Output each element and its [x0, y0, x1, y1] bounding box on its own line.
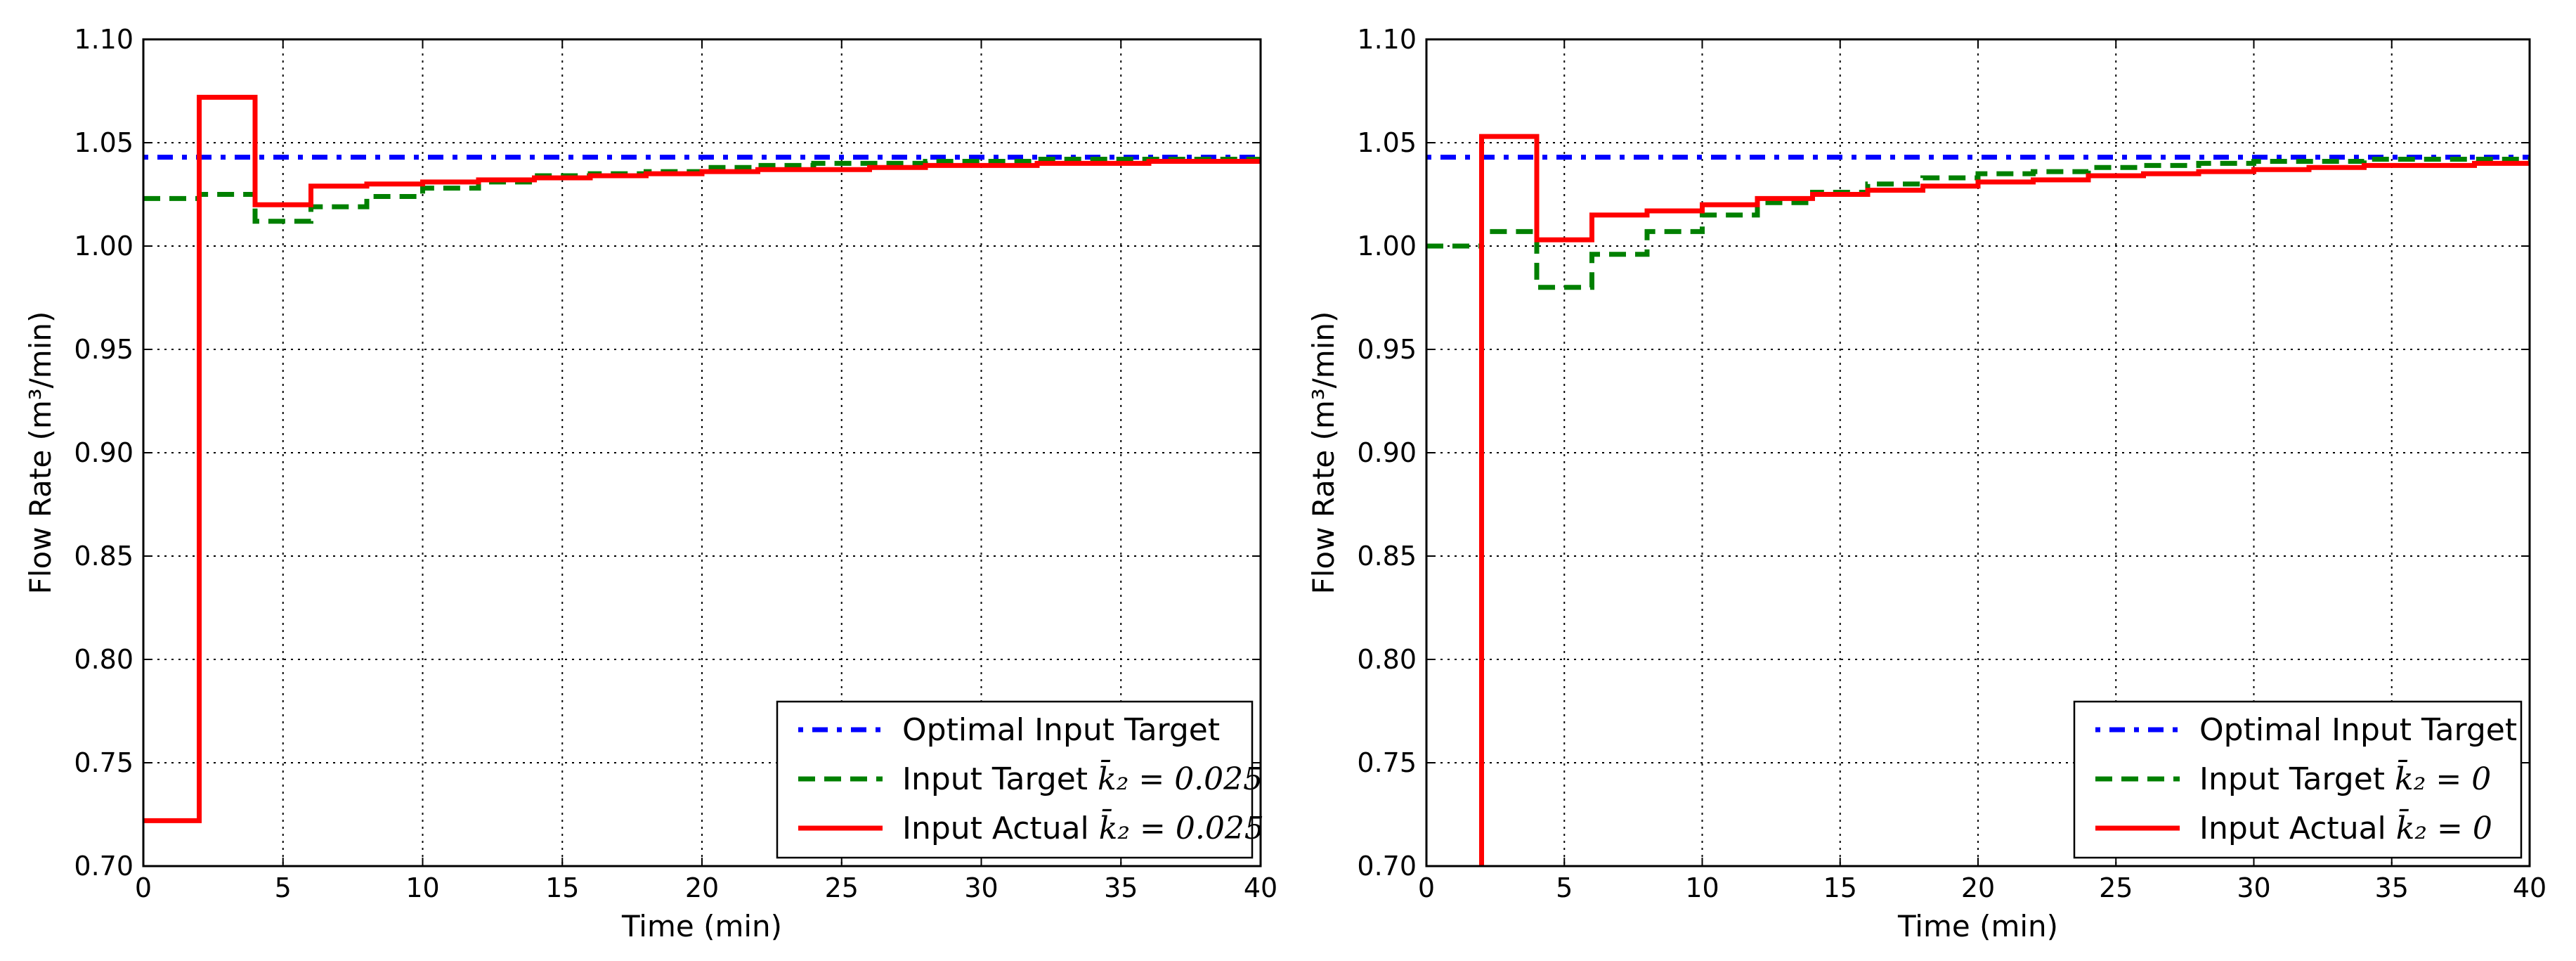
chart-panel-1: 0 5 10 15 20 25 30 35 40 0.70 0.75 0.80 0.85 0.90 0.95…	[23, 24, 1277, 943]
legend: Optimal Input Target Input Target k̄₂ = 0.…	[776, 700, 1264, 859]
x-tick-label: 20	[685, 872, 719, 903]
x-tick-label: 25	[825, 872, 859, 903]
x-tick-label: 35	[1104, 872, 1138, 903]
x-axis-label: Time (min)	[1897, 909, 2058, 943]
y-tick-label: 0.90	[74, 437, 134, 468]
y-tick-label: 0.70	[1357, 851, 1417, 882]
x-tick-label: 10	[1685, 872, 1719, 903]
plot-frame	[1425, 38, 2531, 868]
y-tick-label: 0.85	[74, 541, 134, 572]
legend-entry: Input Target k̄₂ = 0	[2199, 759, 2491, 797]
series-group	[1426, 134, 2530, 866]
legend-entry: Input Actual k̄₂ = 0	[2199, 808, 2492, 846]
series-line-3	[1479, 134, 2530, 866]
y-tick-label: 1.05	[74, 127, 134, 158]
x-tick-label: 10	[405, 872, 439, 903]
y-tick-label: 0.95	[1357, 334, 1417, 365]
y-tick-label: 1.10	[1357, 24, 1417, 55]
y-tick-label: 1.10	[74, 24, 134, 55]
y-tick-label: 1.00	[1357, 231, 1417, 262]
x-tick-label: 5	[1556, 872, 1573, 903]
chart-panel-2: 0 5 10 15 20 25 30 35 40 0.70 0.75 0.80 0.85 0.90 0.95…	[1306, 24, 2546, 943]
x-tick-label: 30	[2237, 872, 2270, 903]
y-tick-label: 0.80	[74, 644, 134, 675]
x-tick-label: 15	[545, 872, 579, 903]
x-tick-label: 40	[1244, 872, 1277, 903]
x-tick-label: 40	[2513, 872, 2546, 903]
y-axis-label: Flow Rate (m³/min)	[23, 311, 58, 595]
y-tick-label: 1.05	[1357, 127, 1417, 158]
legend-entry: Optimal Input Target	[2199, 712, 2517, 748]
legend-entry: Input Target k̄₂ = 0.025	[902, 759, 1263, 797]
x-tick-label: 0	[135, 872, 152, 903]
y-tick-label: 0.90	[1357, 437, 1417, 468]
series-line-2	[1426, 157, 2530, 290]
x-tick-label: 25	[2099, 872, 2133, 903]
y-tick-label: 0.85	[1357, 541, 1417, 572]
y-tick-label: 0.75	[74, 747, 134, 778]
x-tick-label: 20	[1961, 872, 1995, 903]
x-tick-label: 15	[1823, 872, 1857, 903]
x-tick-label: 35	[2375, 872, 2409, 903]
legend-entry: Optimal Input Target	[902, 712, 1220, 748]
x-tick-label: 30	[964, 872, 998, 903]
series-line-3	[143, 94, 1261, 823]
x-axis-label: Time (min)	[621, 909, 782, 943]
x-tick-label: 5	[275, 872, 292, 903]
plot-frame	[142, 38, 1262, 868]
y-tick-label: 0.95	[74, 334, 134, 365]
y-tick-label: 0.70	[74, 851, 134, 882]
series-group	[143, 94, 1261, 823]
x-tick-label: 0	[1418, 872, 1435, 903]
y-tick-label: 0.80	[1357, 644, 1417, 675]
y-tick-label: 0.75	[1357, 747, 1417, 778]
legend-entry: Input Actual k̄₂ = 0.025	[902, 808, 1264, 846]
legend: Optimal Input Target Input Target k̄₂ = 0 I…	[2073, 700, 2523, 859]
y-tick-label: 1.00	[74, 231, 134, 262]
y-axis-label: Flow Rate (m³/min)	[1306, 311, 1341, 595]
